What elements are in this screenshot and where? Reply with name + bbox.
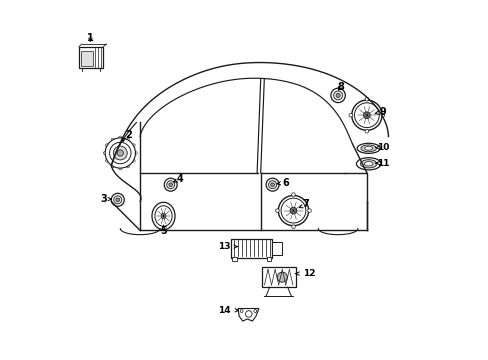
Circle shape [281,198,305,223]
Text: 8: 8 [337,82,344,92]
Text: 11: 11 [376,158,389,167]
Circle shape [126,138,129,141]
Text: 6: 6 [282,177,289,188]
Circle shape [335,93,340,98]
Text: 1: 1 [87,33,94,43]
Circle shape [126,165,129,168]
Text: 12: 12 [302,269,315,278]
Circle shape [105,138,135,168]
Circle shape [168,183,172,186]
Bar [261,267,295,287]
Circle shape [270,183,274,186]
Circle shape [348,113,352,117]
Circle shape [354,103,379,127]
Circle shape [275,209,279,212]
Ellipse shape [155,206,172,226]
Text: 7: 7 [302,199,308,210]
Circle shape [363,112,369,118]
Circle shape [166,181,174,189]
Bar [230,239,272,258]
Circle shape [278,195,308,226]
Bar [272,242,282,255]
Circle shape [240,310,243,312]
Text: 10: 10 [377,143,389,152]
Ellipse shape [356,158,380,170]
Circle shape [111,193,124,206]
Ellipse shape [152,202,175,230]
Ellipse shape [360,160,376,168]
Circle shape [105,144,108,147]
Circle shape [164,178,177,191]
Text: 3: 3 [100,194,106,204]
Circle shape [117,150,123,156]
Circle shape [134,152,137,154]
Circle shape [307,209,311,212]
Circle shape [291,225,295,229]
Bar [79,47,103,68]
Circle shape [289,207,296,214]
Text: 2: 2 [125,130,132,140]
Ellipse shape [161,213,165,219]
Circle shape [119,167,122,170]
Circle shape [132,159,135,162]
Circle shape [365,129,368,133]
Circle shape [333,91,342,100]
Text: 13: 13 [218,242,230,251]
Ellipse shape [360,145,376,152]
Circle shape [111,165,114,168]
Circle shape [380,113,384,117]
Circle shape [253,310,256,312]
Polygon shape [238,309,258,321]
Circle shape [265,178,279,191]
Circle shape [268,181,276,189]
Circle shape [109,142,131,164]
Circle shape [103,152,106,154]
Circle shape [291,193,295,197]
Circle shape [277,272,287,282]
Circle shape [351,100,381,130]
Bar [266,257,270,261]
Circle shape [116,198,120,202]
Circle shape [245,311,251,317]
Circle shape [114,196,122,204]
Circle shape [105,159,108,162]
Bar [81,51,93,66]
Circle shape [111,138,114,141]
Text: 14: 14 [218,306,230,315]
Circle shape [365,97,368,101]
Circle shape [113,146,127,160]
Circle shape [119,136,122,139]
Bar [232,257,236,261]
Ellipse shape [364,162,372,166]
Text: 4: 4 [177,174,183,184]
Circle shape [330,88,345,103]
Text: 5: 5 [160,226,166,237]
Ellipse shape [356,143,380,153]
Text: 9: 9 [379,107,386,117]
Ellipse shape [364,147,372,150]
Circle shape [132,144,135,147]
